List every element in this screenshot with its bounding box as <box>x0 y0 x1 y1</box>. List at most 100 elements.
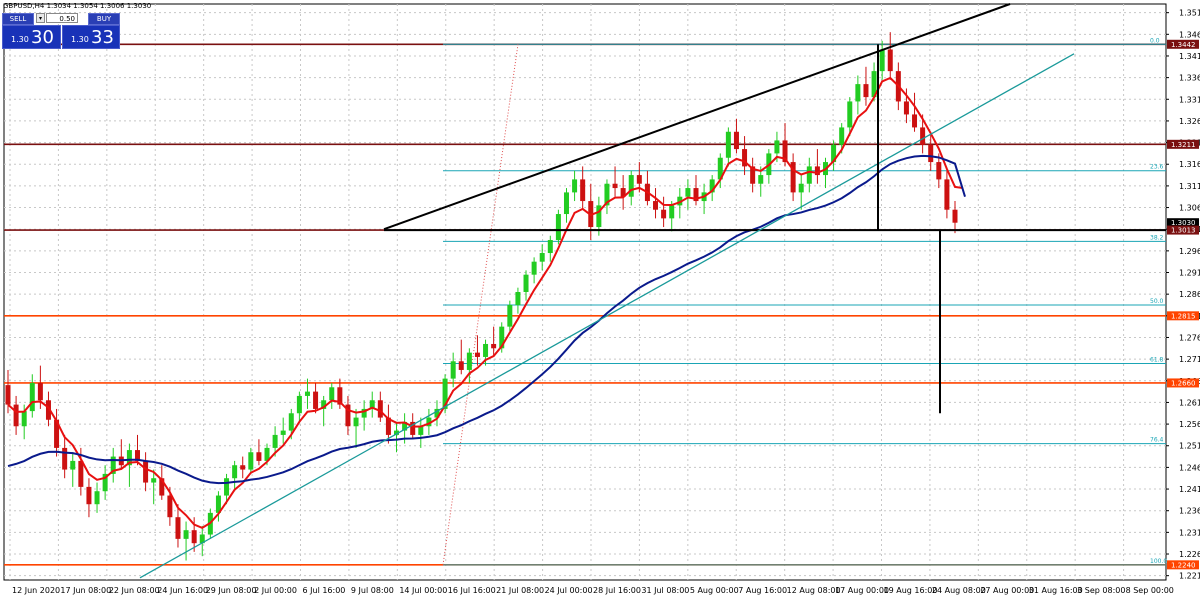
sell-button[interactable]: SELL <box>2 13 34 25</box>
price-tag <box>1167 225 1199 235</box>
buy-price-box[interactable]: 1.30 33 <box>62 25 120 49</box>
candle-body <box>936 162 942 180</box>
candle-body <box>70 460 76 470</box>
price-tag-label: 1.2240 <box>1171 561 1196 569</box>
candle-body <box>78 460 84 487</box>
candle-body <box>507 304 513 327</box>
candle-body <box>515 292 521 305</box>
rising-channel-trendline <box>139 53 1075 579</box>
candle-body <box>725 131 731 158</box>
candle-body <box>135 450 141 461</box>
price-tick-label: 1.3065 <box>1179 204 1200 213</box>
price-tick-label: 1.3165 <box>1179 160 1200 169</box>
time-tick-label: 31 Jul 08:00 <box>641 586 689 595</box>
candle-body <box>887 49 893 72</box>
price-tick-label: 1.2365 <box>1179 507 1200 516</box>
candle-body <box>612 183 618 189</box>
candle-body <box>304 391 310 396</box>
price-tick-label: 1.2265 <box>1179 550 1200 559</box>
candle-body <box>377 400 383 418</box>
time-tick-label: 14 Jul 00:00 <box>399 586 447 595</box>
candle-body <box>636 175 642 184</box>
candle-body <box>280 430 286 435</box>
price-tick-label: 1.2315 <box>1179 528 1200 537</box>
candle-body <box>224 478 230 496</box>
candle-body <box>240 465 246 470</box>
price-tag <box>1167 218 1199 228</box>
time-tick-label: 29 Jun 08:00 <box>206 586 257 595</box>
price-tag-label: 1.3211 <box>1171 141 1196 149</box>
fib-level-label: 50.0 <box>1150 298 1164 305</box>
candle-body <box>814 166 820 176</box>
candle-body <box>232 465 238 479</box>
candle-body <box>458 361 464 370</box>
price-tick-label: 1.2565 <box>1179 420 1200 429</box>
time-tick-label: 17 Aug 00:00 <box>835 586 889 595</box>
candle-body <box>45 400 51 420</box>
time-tick-label: 8 Sep 00:00 <box>1126 586 1174 595</box>
sell-price-small: 1.30 <box>11 35 29 44</box>
candle-body <box>693 188 699 202</box>
candle-body <box>742 149 748 167</box>
fib-anchor-line <box>442 44 519 565</box>
fast-moving-average-line <box>7 76 964 530</box>
candle-body <box>175 517 181 539</box>
candle-body <box>418 426 424 435</box>
candle-body <box>313 391 319 409</box>
time-tick-label: 19 Aug 16:00 <box>884 586 938 595</box>
candle-body <box>21 411 27 427</box>
candle-body <box>474 352 480 357</box>
time-tick-label: 24 Aug 08:00 <box>932 586 986 595</box>
fib-level-label: 0.0 <box>1150 37 1160 44</box>
candle-body <box>628 175 634 197</box>
buy-price-big: 33 <box>91 27 114 48</box>
price-tick-label: 1.2415 <box>1179 485 1200 494</box>
candle-body <box>54 419 60 448</box>
candle-body <box>466 352 472 370</box>
candle-body <box>102 473 108 492</box>
candle-body <box>272 434 278 448</box>
candle-body <box>410 421 416 435</box>
time-tick-label: 7 Aug 16:00 <box>738 586 787 595</box>
candle-body <box>774 140 780 154</box>
candle-body <box>183 530 189 539</box>
moving-averages <box>7 76 966 530</box>
candle-body <box>345 404 351 427</box>
candle-body <box>580 179 586 202</box>
price-tick-label: 1.3515 <box>1179 9 1200 18</box>
candle-body <box>596 205 602 228</box>
candle-body <box>798 183 804 193</box>
sell-price-box[interactable]: 1.30 30 <box>2 25 61 49</box>
time-tick-label: 3 Sep 08:00 <box>1077 586 1125 595</box>
candle-body <box>159 478 165 496</box>
candle-body <box>353 417 359 427</box>
time-tick-label: 17 Jun 08:00 <box>60 586 111 595</box>
candle-body <box>215 495 221 513</box>
candle-body <box>337 387 343 405</box>
candle-body <box>394 430 400 435</box>
candle-body <box>952 209 958 223</box>
lot-dropdown-arrow-icon[interactable]: ▾ <box>36 13 45 23</box>
time-tick-label: 12 Aug 08:00 <box>787 586 841 595</box>
price-tick-label: 1.2915 <box>1179 269 1200 278</box>
candle-body <box>442 378 448 409</box>
candle-body <box>191 530 197 544</box>
time-tick-label: 2 Jul 00:00 <box>254 586 297 595</box>
candle-body <box>499 326 505 349</box>
time-tick-label: 22 Jun 08:00 <box>109 586 160 595</box>
candle-body <box>782 140 788 163</box>
candle-body <box>361 408 367 418</box>
trend-drawings[interactable] <box>139 3 1166 579</box>
fibonacci-retracement[interactable]: 0.0 23.6 38.2 50.0 61.8 76.4 100.0 <box>442 37 1167 566</box>
candle-body <box>199 534 205 544</box>
candle-body <box>5 385 11 405</box>
price-tag <box>1167 139 1199 149</box>
candle-body <box>879 49 885 72</box>
candle-body <box>110 456 116 474</box>
lot-size-input[interactable]: 0.50 <box>46 13 78 23</box>
time-tick-label: 5 Aug 00:00 <box>690 586 739 595</box>
buy-button[interactable]: BUY <box>88 13 120 25</box>
candle-body <box>385 417 391 435</box>
